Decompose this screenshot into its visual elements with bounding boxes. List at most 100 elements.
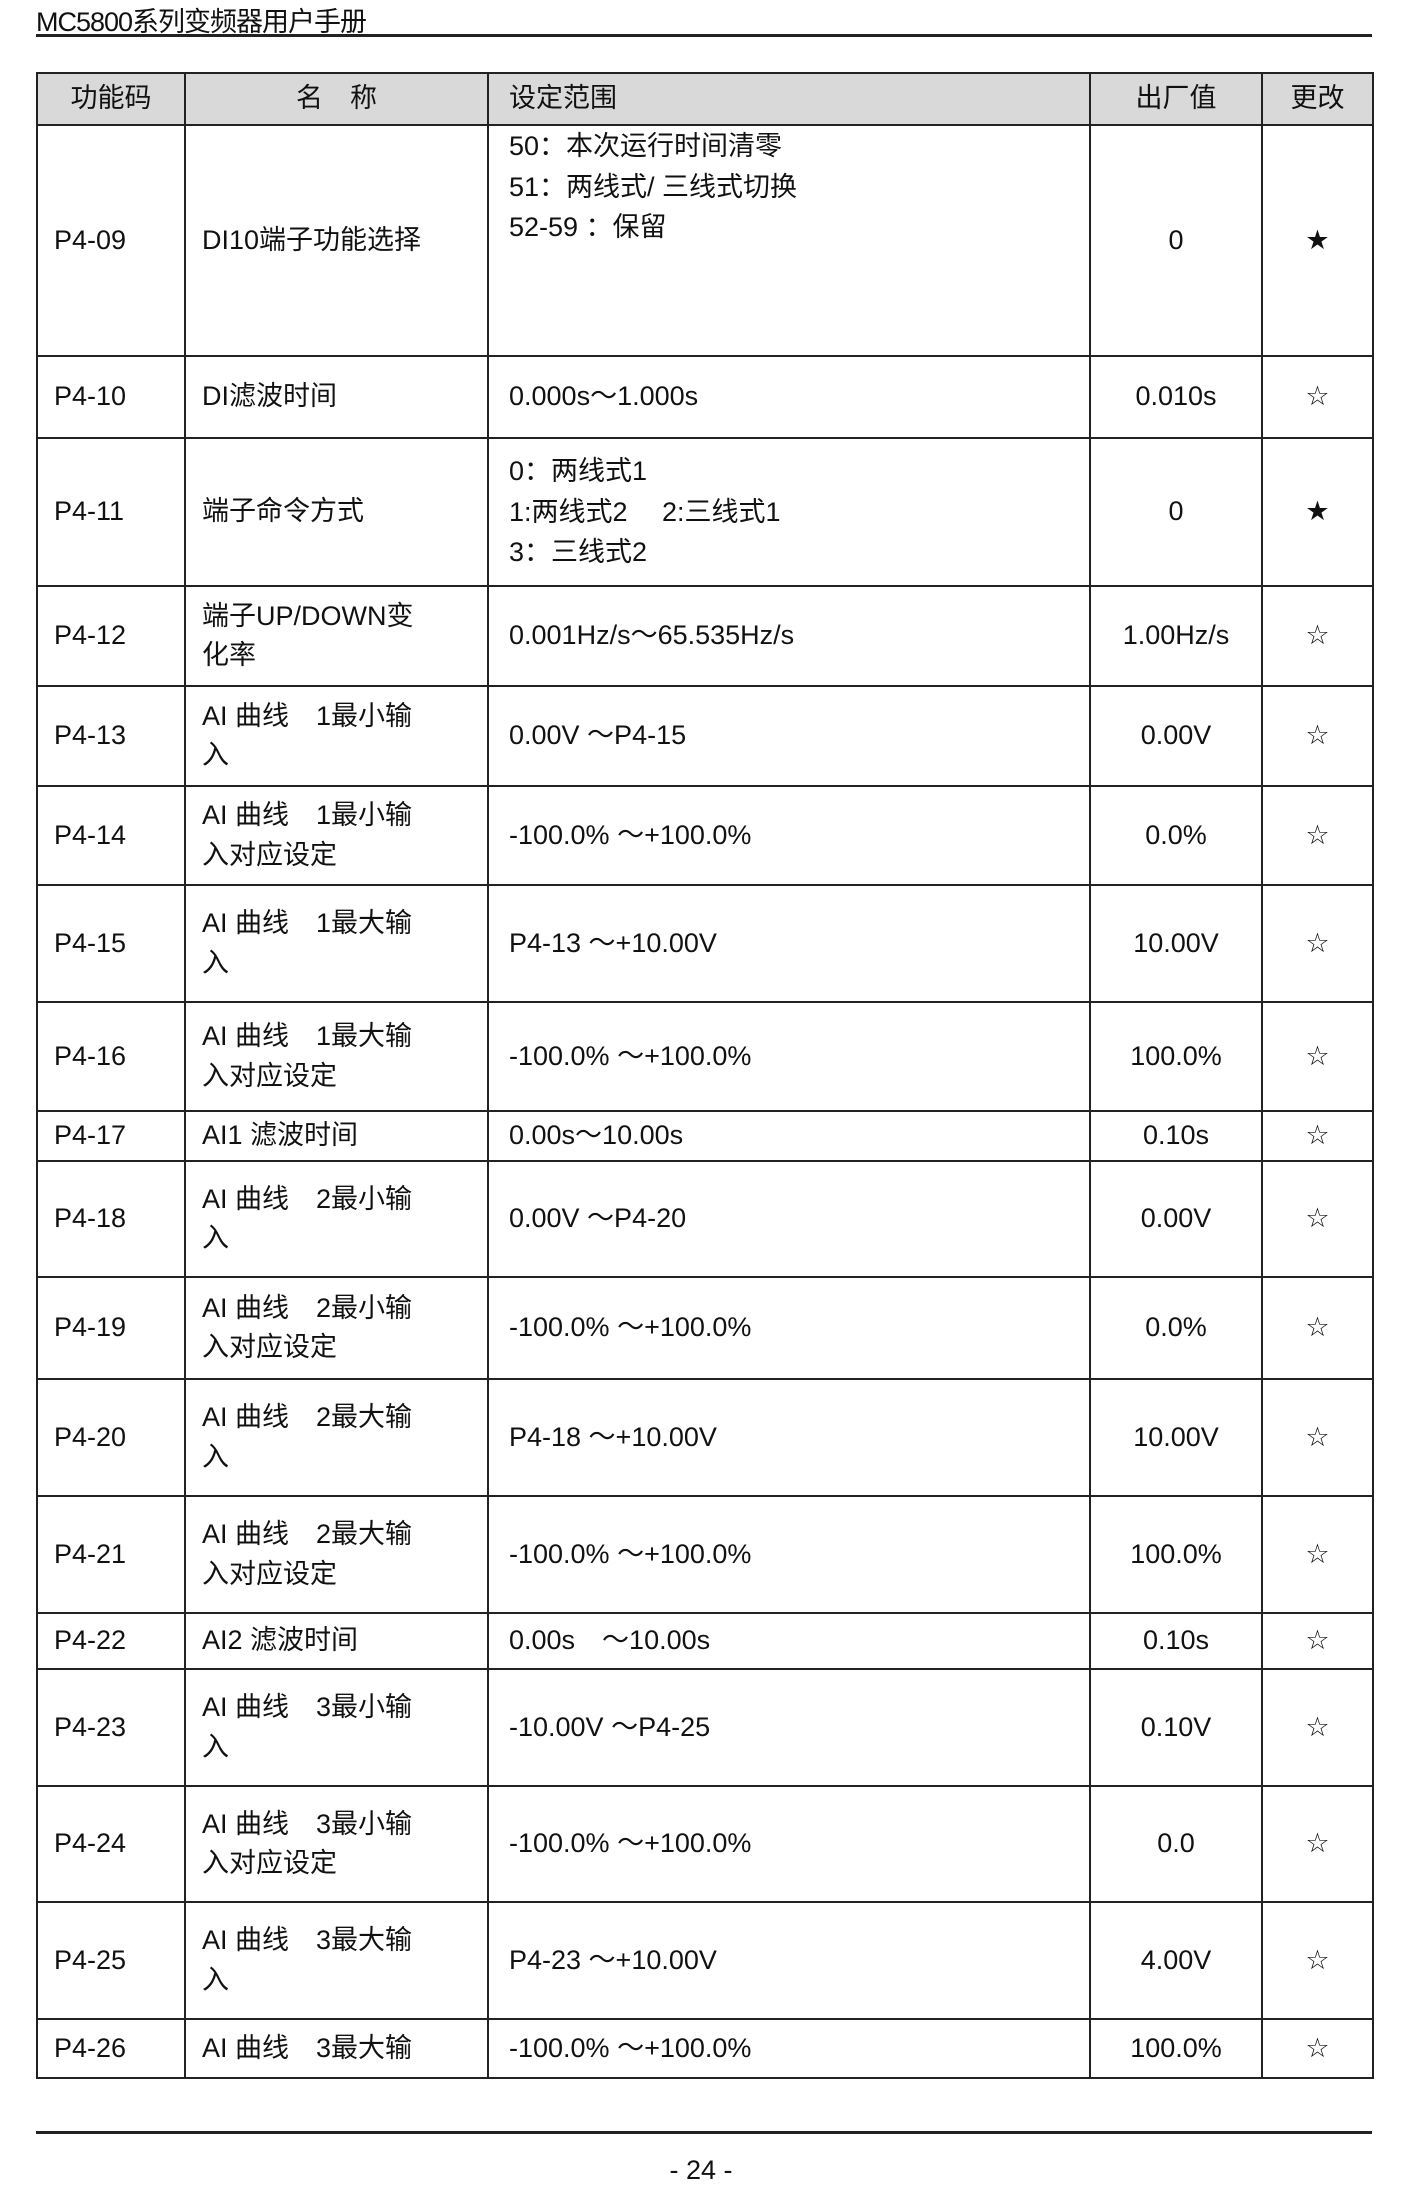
param-name-line: AI 曲线 1最小输	[202, 800, 413, 831]
param-default: 4.00V	[1140, 1944, 1212, 1975]
param-code: P4-10	[54, 381, 127, 412]
table-row: P4-23 AI 曲线 3最小输入 -10.00V ～P4-25 0.10V ☆	[36, 1668, 1374, 1787]
param-default-cell: 0.0	[1089, 1785, 1263, 1903]
table-row: P4-21 AI 曲线 2最大输 入对应设定 -100.0% ～+100.0% 100.…	[36, 1495, 1374, 1614]
param-code-cell: P4-23	[36, 1668, 186, 1787]
outline-star-icon: ☆	[1305, 927, 1330, 958]
param-range-cell: 0.00V ～P4-20	[487, 1160, 1091, 1278]
param-name-cell: AI 曲线 1最小输入	[184, 685, 489, 787]
param-name-line: AI 曲线 2最大输	[202, 1402, 413, 1433]
outline-star-icon: ☆	[1305, 1421, 1330, 1452]
table-row: P4-13 AI 曲线 1最小输入 0.00V ～P4-15 0.00V ☆	[36, 685, 1374, 787]
param-default-cell: 0.00V	[1089, 1160, 1263, 1278]
param-default: 100.0%	[1130, 2032, 1222, 2063]
param-code-cell: P4-20	[36, 1378, 186, 1497]
param-default-cell: 0.10s	[1089, 1110, 1263, 1162]
table-row: P4-09 DI10端子功能选择 50：本次运行时间清零 51：两线式/ 三线式切换 5…	[36, 124, 1374, 357]
param-code-cell: P4-21	[36, 1495, 186, 1614]
table-row: P4-22 AI2 滤波时间 0.00s ～10.00s 0.10s ☆	[36, 1612, 1374, 1670]
param-code-cell: P4-11	[36, 437, 186, 587]
param-code: P4-19	[54, 1312, 127, 1343]
param-range-cell: P4-13 ～+10.00V	[487, 884, 1091, 1003]
param-code: P4-25	[54, 1944, 127, 1975]
param-default: 0.10s	[1142, 1120, 1210, 1151]
param-default-cell: 10.00V	[1089, 884, 1263, 1003]
param-code: P4-14	[54, 819, 127, 850]
param-range-cell: -100.0% ～+100.0%	[487, 1001, 1091, 1112]
param-change-cell: ☆	[1261, 1495, 1374, 1614]
param-name-line: AI 曲线 1最小输	[202, 700, 413, 731]
table-row: P4-20 AI 曲线 2最大输入 P4-18 ～+10.00V 10.00V ☆	[36, 1378, 1374, 1497]
outline-star-icon: ☆	[1305, 2032, 1330, 2063]
param-default: 10.00V	[1133, 1421, 1219, 1452]
param-code: P4-13	[54, 720, 127, 751]
param-code: P4-18	[54, 1203, 127, 1234]
param-range-cell: 0：两线式1 1:两线式2 2:三线式1 3：三线式2	[487, 437, 1091, 587]
param-name-line: AI 曲线 3最小输	[202, 1808, 413, 1839]
param-default-cell: 0.00V	[1089, 685, 1263, 787]
param-default-cell: 100.0%	[1089, 2018, 1263, 2079]
param-code: P4-15	[54, 927, 127, 958]
param-code-cell: P4-19	[36, 1276, 186, 1380]
param-range-line: 1:两线式2 2:三线式1	[509, 496, 781, 527]
column-header-change: 更改	[1261, 72, 1374, 126]
param-name-line: 端子UP/DOWN变	[202, 600, 414, 631]
param-name-line: DI10端子功能选择	[202, 224, 422, 255]
param-name-line: AI 曲线 3最小输	[202, 1692, 413, 1723]
param-range-line: -100.0% ～+100.0%	[509, 1538, 752, 1569]
param-code-cell: P4-18	[36, 1160, 186, 1278]
param-name-line: 入	[202, 1223, 229, 1253]
param-range-line: P4-23 ～+10.00V	[509, 1944, 717, 1975]
outline-star-icon: ☆	[1305, 1538, 1330, 1569]
param-code: P4-09	[54, 224, 127, 255]
param-default: 10.00V	[1133, 927, 1219, 958]
outline-star-icon: ☆	[1305, 1944, 1330, 1975]
param-name-cell: AI 曲线 3最大输入	[184, 1901, 489, 2020]
table-row: P4-11 端子命令方式 0：两线式1 1:两线式2 2:三线式1 3：三线式2 0 ★	[36, 437, 1374, 587]
param-code: P4-20	[54, 1421, 127, 1452]
outline-star-icon: ☆	[1305, 1312, 1330, 1343]
table-row: P4-17 AI1 滤波时间 0.00s～10.00s 0.10s ☆	[36, 1110, 1374, 1162]
param-code: P4-21	[54, 1538, 127, 1569]
outline-star-icon: ☆	[1305, 620, 1330, 651]
header-divider	[36, 34, 1372, 37]
param-range-cell: P4-18 ～+10.00V	[487, 1378, 1091, 1497]
param-change-cell: ☆	[1261, 585, 1374, 687]
param-change-cell: ☆	[1261, 2018, 1374, 2079]
param-range-line: -100.0% ～+100.0%	[509, 1312, 752, 1343]
param-code-cell: P4-22	[36, 1612, 186, 1670]
param-code-cell: P4-12	[36, 585, 186, 687]
param-default-cell: 4.00V	[1089, 1901, 1263, 2020]
param-name-line: 入	[202, 1964, 229, 1995]
param-range-cell: 0.00s ～10.00s	[487, 1612, 1091, 1670]
table-row: P4-18 AI 曲线 2最小输入 0.00V ～P4-20 0.00V ☆	[36, 1160, 1374, 1278]
param-name-line: AI 曲线 1最大输	[202, 908, 413, 939]
param-range-cell: 0.00s～10.00s	[487, 1110, 1091, 1162]
param-name-line: 入	[202, 740, 229, 770]
param-change-cell: ☆	[1261, 1001, 1374, 1112]
param-change-cell: ☆	[1261, 1276, 1374, 1380]
param-code-cell: P4-17	[36, 1110, 186, 1162]
param-change-cell: ★	[1261, 124, 1374, 357]
param-code-cell: P4-26	[36, 2018, 186, 2079]
param-name-cell: AI 曲线 3最小输 入对应设定	[184, 1785, 489, 1903]
param-code: P4-12	[54, 620, 127, 651]
table-row: P4-15 AI 曲线 1最大输入 P4-13 ～+10.00V 10.00V ☆	[36, 884, 1374, 1003]
page-number: - 24 -	[669, 2155, 733, 2185]
table-row: P4-10 DI滤波时间 0.000s～1.000s 0.010s ☆	[36, 355, 1374, 439]
param-name-cell: AI1 滤波时间	[184, 1110, 489, 1162]
param-default: 0.00V	[1140, 720, 1212, 751]
param-default: 0.10s	[1142, 1625, 1210, 1656]
outline-star-icon: ☆	[1305, 381, 1330, 412]
param-default: 0.0%	[1145, 1312, 1207, 1343]
param-name-line: 入	[202, 947, 229, 978]
param-code-cell: P4-24	[36, 1785, 186, 1903]
outline-star-icon: ☆	[1305, 1040, 1330, 1071]
param-range-cell: -100.0% ～+100.0%	[487, 2018, 1091, 2079]
param-range-cell: -100.0% ～+100.0%	[487, 1785, 1091, 1903]
param-change-cell: ☆	[1261, 884, 1374, 1003]
param-name-cell: DI滤波时间	[184, 355, 489, 439]
param-code-cell: P4-16	[36, 1001, 186, 1112]
filled-star-icon: ★	[1305, 496, 1330, 527]
table-row: P4-14 AI 曲线 1最小输 入对应设定 -100.0% ～+100.0% 0.0%…	[36, 785, 1374, 886]
